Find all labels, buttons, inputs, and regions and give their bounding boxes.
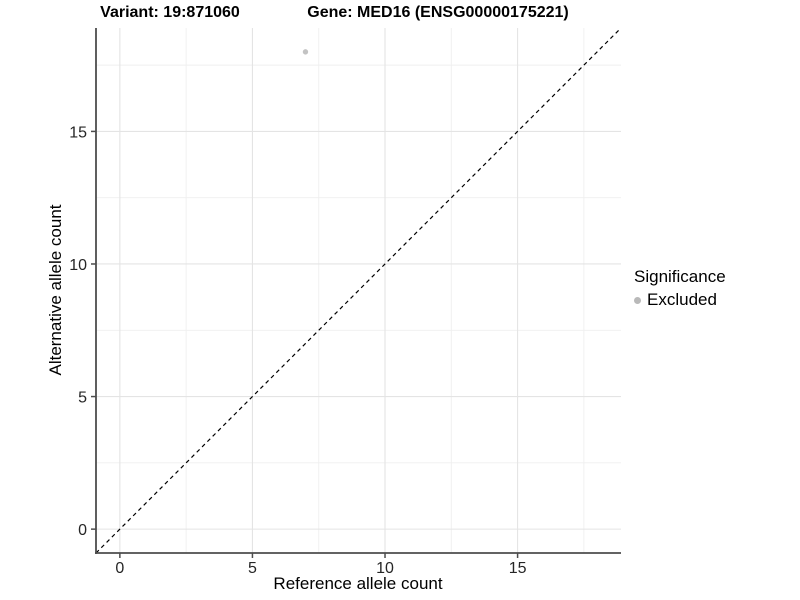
y-tick-label: 15	[69, 124, 87, 141]
data-point	[302, 49, 309, 55]
excluded-point-icon	[634, 296, 641, 304]
y-axis-label: Alternative allele count	[46, 204, 65, 376]
legend-title: Significance	[634, 267, 726, 286]
gene-title: Gene: MED16 (ENSG00000175221)	[307, 4, 569, 21]
x-tick-label: 15	[509, 560, 527, 577]
x-tick-label: 0	[115, 560, 124, 577]
x-tick-label: 10	[376, 560, 394, 577]
legend-item-label: Excluded	[647, 290, 717, 309]
x-tick-label: 5	[248, 560, 257, 577]
y-tick-label: 10	[69, 257, 87, 274]
variant-title: Variant: 19:871060	[100, 4, 240, 21]
legend-item-excluded: Excluded	[634, 290, 726, 310]
legend: Significance Excluded	[634, 267, 726, 310]
x-axis-label: Reference allele count	[273, 574, 443, 593]
y-tick-label: 0	[78, 522, 87, 539]
y-tick-label: 5	[78, 390, 87, 407]
identity-reference-line	[95, 27, 622, 554]
